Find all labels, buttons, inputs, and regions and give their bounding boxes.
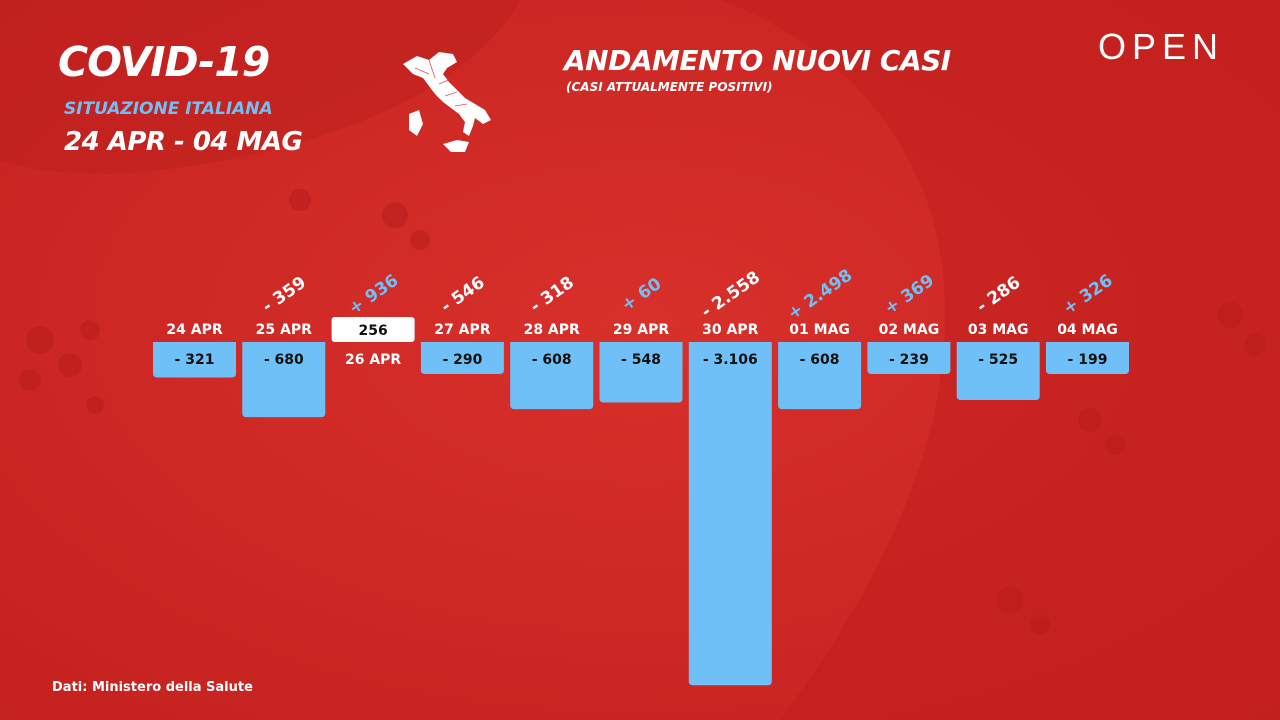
value-label: 256 xyxy=(358,323,387,339)
change-label: + 2.498 xyxy=(784,265,856,324)
value-label: - 3.106 xyxy=(703,352,758,368)
bar xyxy=(153,342,236,378)
value-label: - 290 xyxy=(442,352,482,368)
change-label: - 286 xyxy=(973,273,1024,317)
change-label: + 326 xyxy=(1060,271,1117,319)
category-label: 27 APR xyxy=(434,322,490,338)
bar xyxy=(956,342,1040,401)
category-label: 02 MAG xyxy=(879,322,940,338)
category-label: 25 APR xyxy=(256,322,312,338)
change-label: - 2.558 xyxy=(698,267,764,322)
bar xyxy=(778,342,862,410)
category-label: 03 MAG xyxy=(968,322,1029,338)
bar xyxy=(867,342,951,374)
value-label: - 525 xyxy=(978,352,1018,368)
bar xyxy=(420,342,504,375)
bar xyxy=(599,342,683,403)
change-label: - 359 xyxy=(259,273,310,317)
value-label: - 199 xyxy=(1068,352,1108,368)
bar xyxy=(1046,342,1129,374)
change-label: + 369 xyxy=(881,271,938,319)
value-label: - 608 xyxy=(532,352,572,368)
value-label: - 608 xyxy=(800,352,840,368)
bar xyxy=(242,342,326,418)
chart-subtitle: (CASI ATTUALMENTE POSITIVI) xyxy=(566,80,773,94)
bar xyxy=(510,342,594,410)
page-subtitle: SITUAZIONE ITALIANA xyxy=(64,99,273,119)
date-range: 24 APR - 04 MAG xyxy=(64,127,303,157)
value-label: - 548 xyxy=(621,352,661,368)
page-title: COVID-19 xyxy=(58,38,270,86)
chart-title: ANDAMENTO NUOVI CASI xyxy=(564,44,951,77)
category-label: 01 MAG xyxy=(789,322,850,338)
change-label: + 936 xyxy=(345,271,402,319)
category-label: 30 APR xyxy=(702,322,758,338)
category-label: 28 APR xyxy=(524,322,580,338)
category-label: 04 MAG xyxy=(1057,322,1118,338)
change-label: - 546 xyxy=(437,273,488,317)
bar xyxy=(688,342,772,686)
value-label: - 680 xyxy=(264,352,304,368)
value-label: - 239 xyxy=(889,352,929,368)
value-label: - 321 xyxy=(175,352,215,368)
category-label: 24 APR xyxy=(166,322,222,338)
data-source: Dati: Ministero della Salute xyxy=(52,680,253,695)
value-box xyxy=(331,317,415,342)
category-label: 26 APR xyxy=(345,352,401,368)
change-label: - 318 xyxy=(527,273,578,317)
category-label: 29 APR xyxy=(613,322,669,338)
italy-map-icon xyxy=(403,52,491,152)
change-label: + 60 xyxy=(618,274,666,316)
open-logo: OPEN xyxy=(1098,26,1225,67)
